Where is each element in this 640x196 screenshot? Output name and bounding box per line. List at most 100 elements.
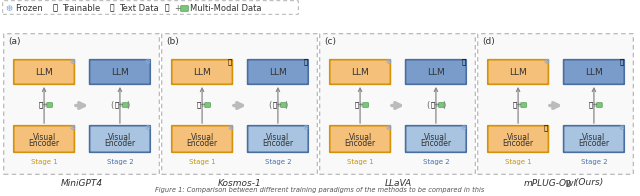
- Text: 🔥: 🔥: [52, 4, 58, 13]
- Text: ❆: ❆: [543, 59, 549, 65]
- FancyBboxPatch shape: [488, 60, 548, 84]
- FancyBboxPatch shape: [172, 60, 232, 84]
- Text: Stage 2: Stage 2: [422, 159, 449, 165]
- FancyBboxPatch shape: [477, 34, 634, 174]
- Text: Stage 2: Stage 2: [580, 159, 607, 165]
- Text: +: +: [516, 102, 522, 108]
- Text: 🌿: 🌿: [109, 4, 115, 13]
- Text: Stage 1: Stage 1: [505, 159, 531, 165]
- Text: 🔥: 🔥: [544, 125, 548, 131]
- FancyBboxPatch shape: [3, 1, 298, 14]
- Text: mPLUG-Owl: mPLUG-Owl: [524, 179, 577, 188]
- FancyBboxPatch shape: [564, 60, 624, 84]
- FancyBboxPatch shape: [438, 103, 444, 107]
- FancyBboxPatch shape: [248, 126, 308, 152]
- Text: +: +: [275, 102, 282, 108]
- Text: 🌿: 🌿: [272, 102, 276, 108]
- Text: (b): (b): [166, 37, 179, 46]
- Text: Stage 1: Stage 1: [347, 159, 374, 165]
- Text: +: +: [42, 102, 47, 108]
- Text: +: +: [174, 4, 180, 13]
- Text: +: +: [358, 102, 364, 108]
- Text: 🌿: 🌿: [430, 102, 435, 108]
- Text: Kosmos-1: Kosmos-1: [218, 179, 262, 188]
- Text: +: +: [200, 102, 205, 108]
- Text: Encoder: Encoder: [104, 140, 136, 149]
- Text: Multi-Modal Data: Multi-Modal Data: [190, 4, 262, 13]
- Text: ❆: ❆: [303, 125, 309, 131]
- Text: LLaVA: LLaVA: [385, 179, 412, 188]
- Text: LLM: LLM: [35, 67, 53, 76]
- Text: (c): (c): [324, 37, 336, 46]
- Text: Stage 2: Stage 2: [264, 159, 291, 165]
- Text: Visual: Visual: [33, 133, 56, 142]
- Text: 🔥: 🔥: [304, 59, 308, 65]
- Text: ❆: ❆: [145, 59, 151, 65]
- Text: ❆: ❆: [6, 4, 13, 13]
- FancyBboxPatch shape: [162, 34, 317, 174]
- FancyBboxPatch shape: [90, 126, 150, 152]
- FancyBboxPatch shape: [248, 60, 308, 84]
- Text: ❆: ❆: [69, 59, 75, 65]
- FancyBboxPatch shape: [564, 126, 624, 152]
- Text: Frozen: Frozen: [15, 4, 43, 13]
- Text: Encoder: Encoder: [262, 140, 294, 149]
- FancyBboxPatch shape: [596, 103, 602, 107]
- Text: 🌿: 🌿: [115, 102, 118, 108]
- Text: (: (: [426, 101, 429, 110]
- Text: Visual: Visual: [506, 133, 530, 142]
- Text: 🦉: 🦉: [566, 180, 570, 186]
- Text: (d): (d): [482, 37, 495, 46]
- FancyBboxPatch shape: [172, 126, 232, 152]
- Text: 🌿: 🌿: [164, 4, 170, 13]
- FancyBboxPatch shape: [320, 34, 476, 174]
- FancyBboxPatch shape: [521, 103, 526, 107]
- Text: Stage 1: Stage 1: [189, 159, 216, 165]
- Text: Encoder: Encoder: [420, 140, 451, 149]
- Text: Visual: Visual: [424, 133, 447, 142]
- Text: 🌿: 🌿: [38, 102, 43, 108]
- Text: Stage 2: Stage 2: [107, 159, 133, 165]
- FancyBboxPatch shape: [47, 103, 52, 107]
- Text: LLM: LLM: [585, 67, 603, 76]
- Text: Encoder: Encoder: [29, 140, 60, 149]
- Text: ❆: ❆: [619, 125, 625, 131]
- Text: ❆: ❆: [227, 125, 233, 131]
- Text: 🌿: 🌿: [355, 102, 358, 108]
- FancyBboxPatch shape: [406, 126, 466, 152]
- Text: Stage 1: Stage 1: [31, 159, 58, 165]
- Text: 🌿: 🌿: [588, 102, 593, 108]
- Text: Text Data: Text Data: [119, 4, 159, 13]
- Text: Encoder: Encoder: [502, 140, 534, 149]
- Text: Encoder: Encoder: [344, 140, 376, 149]
- FancyBboxPatch shape: [90, 60, 150, 84]
- FancyBboxPatch shape: [406, 60, 466, 84]
- Text: 🌿: 🌿: [513, 102, 516, 108]
- Text: 🔥: 🔥: [620, 59, 624, 65]
- FancyBboxPatch shape: [363, 103, 369, 107]
- FancyBboxPatch shape: [330, 126, 390, 152]
- Text: LLM: LLM: [269, 67, 287, 76]
- Text: Encoder: Encoder: [186, 140, 218, 149]
- Text: LLM: LLM: [193, 67, 211, 76]
- FancyBboxPatch shape: [123, 103, 128, 107]
- Text: 🌿: 🌿: [196, 102, 201, 108]
- Text: Visual: Visual: [266, 133, 289, 142]
- Text: (: (: [268, 101, 271, 110]
- Text: Visual: Visual: [191, 133, 214, 142]
- Text: LLM: LLM: [427, 67, 445, 76]
- FancyBboxPatch shape: [180, 6, 188, 11]
- Text: ❆: ❆: [145, 125, 151, 131]
- Text: (: (: [110, 101, 113, 110]
- Text: LLM: LLM: [509, 67, 527, 76]
- FancyBboxPatch shape: [330, 60, 390, 84]
- Text: Visual: Visual: [582, 133, 605, 142]
- Text: +: +: [591, 102, 597, 108]
- Text: 🔥: 🔥: [228, 59, 232, 65]
- FancyBboxPatch shape: [4, 34, 159, 174]
- FancyBboxPatch shape: [488, 126, 548, 152]
- FancyBboxPatch shape: [14, 60, 74, 84]
- Text: LLM: LLM: [111, 67, 129, 76]
- Text: ❆: ❆: [461, 125, 467, 131]
- Text: 🔥: 🔥: [462, 59, 466, 65]
